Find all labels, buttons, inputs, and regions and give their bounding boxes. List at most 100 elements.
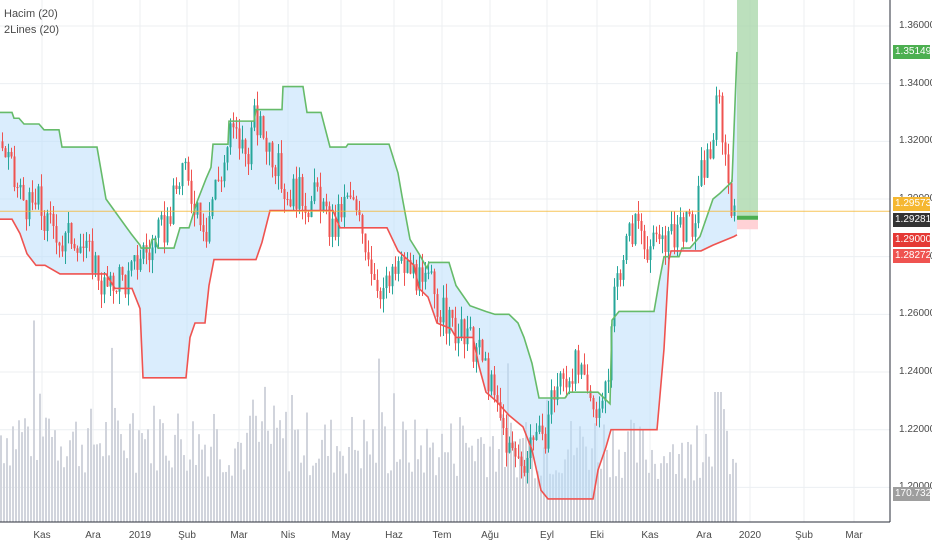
candle-body — [628, 223, 631, 236]
candle-body — [547, 414, 550, 449]
two-lines-indicator-label[interactable]: 2Lines (20) — [4, 24, 60, 36]
candle-body — [565, 378, 568, 388]
volume-bar — [675, 474, 677, 522]
volume-bar — [636, 462, 638, 522]
candle-body — [304, 205, 307, 213]
candle-body — [478, 339, 481, 348]
volume-bar — [417, 459, 419, 522]
volume-bar — [714, 392, 716, 522]
candle-body — [238, 128, 241, 149]
candle-body — [76, 248, 79, 253]
volume-bar — [438, 457, 440, 522]
candle-body — [214, 179, 217, 200]
candle-body — [712, 139, 715, 159]
candle-body — [157, 219, 160, 238]
candle-body — [319, 186, 322, 212]
candle-body — [649, 246, 652, 261]
volume-bar — [459, 417, 461, 522]
candle-body — [289, 199, 292, 207]
candle-body — [409, 260, 412, 274]
candle-body — [388, 275, 391, 287]
volume-bar — [336, 446, 338, 522]
volume-bar — [690, 444, 692, 522]
volume-bar — [456, 475, 458, 522]
volume-bar — [234, 448, 236, 522]
upper-channel-line — [0, 51, 738, 406]
candle-body — [208, 216, 211, 242]
volume-bar — [654, 463, 656, 522]
candle-body — [94, 255, 97, 273]
volume-bar — [255, 415, 257, 522]
candle-body — [592, 397, 595, 410]
candle-body — [331, 218, 334, 237]
candle-body — [235, 127, 238, 129]
candle-body — [538, 425, 541, 432]
price-badge: 1.29281 — [893, 213, 932, 227]
candle-body — [643, 230, 646, 250]
volume-bar — [258, 441, 260, 522]
candle-body — [28, 192, 31, 220]
price-tick-label: 1.34000 — [899, 77, 932, 89]
candle-body — [511, 442, 514, 448]
volume-bar — [693, 480, 695, 522]
volume-bar — [222, 472, 224, 522]
volume-bar — [18, 420, 20, 522]
candle-body — [160, 215, 163, 220]
volume-indicator-label[interactable]: Hacim (20) — [4, 8, 58, 20]
volume-bar — [525, 422, 527, 522]
volume-bar — [735, 462, 737, 522]
volume-bar — [408, 462, 410, 522]
volume-bar — [213, 413, 215, 522]
indicator-legend: Hacim (20) 2Lines (20) — [4, 6, 59, 38]
volume-bar — [666, 463, 668, 522]
candle-body — [46, 213, 49, 231]
volume-bar — [414, 419, 416, 522]
candle-body — [88, 240, 91, 242]
candle-body — [268, 142, 271, 152]
volume-bar — [12, 426, 14, 522]
candle-body — [340, 203, 343, 218]
candle-body — [484, 358, 487, 361]
volume-bar — [387, 473, 389, 522]
candle-body — [271, 142, 274, 168]
candle-body — [571, 381, 574, 384]
candle-body — [10, 151, 13, 157]
candle-body — [115, 290, 118, 292]
volume-bar — [228, 465, 230, 522]
volume-bar — [660, 463, 662, 522]
volume-bar — [351, 416, 353, 522]
candle-body — [124, 274, 127, 295]
volume-bar — [393, 393, 395, 522]
volume-bar — [168, 460, 170, 522]
volume-bar — [297, 429, 299, 522]
volume-bar — [363, 419, 365, 522]
time-tick-label: Tem — [432, 530, 452, 541]
volume-bar — [126, 458, 128, 522]
candle-body — [148, 252, 151, 261]
volume-bar — [321, 439, 323, 522]
volume-bar — [360, 468, 362, 522]
volume-bar — [129, 423, 131, 522]
candle-body — [133, 255, 136, 262]
candle-body — [481, 339, 484, 361]
volume-bar — [90, 408, 92, 522]
candle-body — [13, 156, 16, 188]
volume-bar — [285, 411, 287, 522]
volume-bar — [663, 456, 665, 522]
candle-body — [733, 205, 736, 216]
time-tick-label: Mar — [845, 530, 863, 541]
candle-body — [34, 202, 37, 205]
candle-body — [307, 212, 310, 218]
candle-body — [508, 442, 511, 453]
volume-bar — [522, 438, 524, 522]
candle-body — [400, 256, 403, 261]
volume-bar — [483, 443, 485, 522]
candle-body — [49, 213, 52, 215]
candle-body — [445, 297, 448, 334]
candle-body — [403, 256, 406, 273]
volume-bar — [357, 450, 359, 522]
volume-bar — [45, 417, 47, 522]
